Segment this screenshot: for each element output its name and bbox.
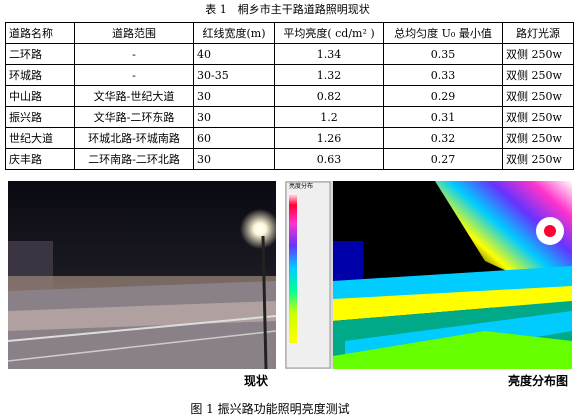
- table-cell: 双侧 250w: [502, 106, 574, 128]
- table-cell: 环城北路-环城南路: [74, 127, 194, 149]
- table-cell: -: [74, 64, 194, 86]
- table-cell: 道路范围: [74, 22, 194, 44]
- left-label: 现状: [244, 374, 269, 388]
- table-cell: 0.27: [383, 148, 503, 170]
- table-cell: 30: [193, 106, 275, 128]
- legend-title: 亮度分布: [289, 182, 313, 190]
- table-cell: 庆丰路: [5, 148, 75, 170]
- table-row: 环城路 -30-35 1.32 0.33 双侧 250w: [5, 64, 574, 86]
- table-title: 表 1 桐乡市主干路道路照明现状: [205, 3, 370, 16]
- table-cell: 环城路: [5, 64, 75, 86]
- table-cell: 二环路: [5, 43, 75, 65]
- table-cell: 0.63: [274, 148, 384, 170]
- table-cell: 0.32: [383, 127, 503, 149]
- table-cell: 1.34: [274, 43, 384, 65]
- table-cell: 双侧 250w: [502, 127, 574, 149]
- table-cell: 双侧 250w: [502, 148, 574, 170]
- table-cell: 30: [193, 148, 275, 170]
- table-cell: 0.33: [383, 64, 503, 86]
- table-cell: 双侧 250w: [502, 43, 574, 65]
- table-cell: 0.29: [383, 85, 503, 107]
- table-cell: 0.31: [383, 106, 503, 128]
- table-cell: 红线宽度(m): [193, 22, 275, 44]
- table-cell: 文华路-二环东路: [74, 106, 194, 128]
- table-cell: 30: [193, 85, 275, 107]
- table-cell: 40: [193, 43, 275, 65]
- table-cell: -: [74, 43, 194, 65]
- table-cell: 1.26: [274, 127, 384, 149]
- table-row: 振兴路 文华路-二环东路 30 1.2 0.31 双侧 250w: [5, 106, 574, 128]
- table-cell: 1.2: [274, 106, 384, 128]
- lighting-table: 道路名称 道路范围 红线宽度(m) 平均亮度( cd/m² ) 总均匀度 U₀ 最小值路…: [5, 22, 574, 170]
- table-cell: 中山路: [5, 85, 75, 107]
- table-cell: 30-35: [193, 64, 275, 86]
- table-cell: 平均亮度( cd/m² ): [274, 22, 384, 44]
- table-cell: 0.82: [274, 85, 384, 107]
- luminance-map: 亮度分布: [285, 181, 572, 369]
- figure-caption: 图 1 振兴路功能照明亮度测试: [190, 402, 350, 416]
- table-cell: 总均匀度 U₀ 最小值: [383, 22, 503, 44]
- table-cell: 文华路-世纪大道: [74, 85, 194, 107]
- table-row: 庆丰路 二环南路-二环北路 30 0.63 0.27 双侧 250w: [5, 148, 574, 170]
- table-cell: 1.32: [274, 64, 384, 86]
- table-cell: 二环南路-二环北路: [74, 148, 194, 170]
- table-cell: 0.35: [383, 43, 503, 65]
- table-cell: 双侧 250w: [502, 64, 574, 86]
- table-cell: 世纪大道: [5, 127, 75, 149]
- table-cell: 60: [193, 127, 275, 149]
- table-cell: 振兴路: [5, 106, 75, 128]
- table-row: 中山路 文华路-世纪大道 30 0.82 0.29 双侧 250w: [5, 85, 574, 107]
- right-label: 亮度分布图: [508, 374, 569, 388]
- table-cell: 道路名称: [5, 22, 75, 44]
- photo-current: [8, 181, 276, 369]
- table-cell: 路灯光源: [502, 22, 574, 44]
- header-row: 道路名称 道路范围 红线宽度(m) 平均亮度( cd/m² ) 总均匀度 U₀ 最小值路…: [5, 22, 574, 44]
- table-cell: 双侧 250w: [502, 85, 574, 107]
- table-row: 世纪大道 环城北路-环城南路 60 1.26 0.32 双侧 250w: [5, 127, 574, 149]
- table-row: 二环路 -40 1.34 0.35 双侧 250w: [5, 43, 574, 65]
